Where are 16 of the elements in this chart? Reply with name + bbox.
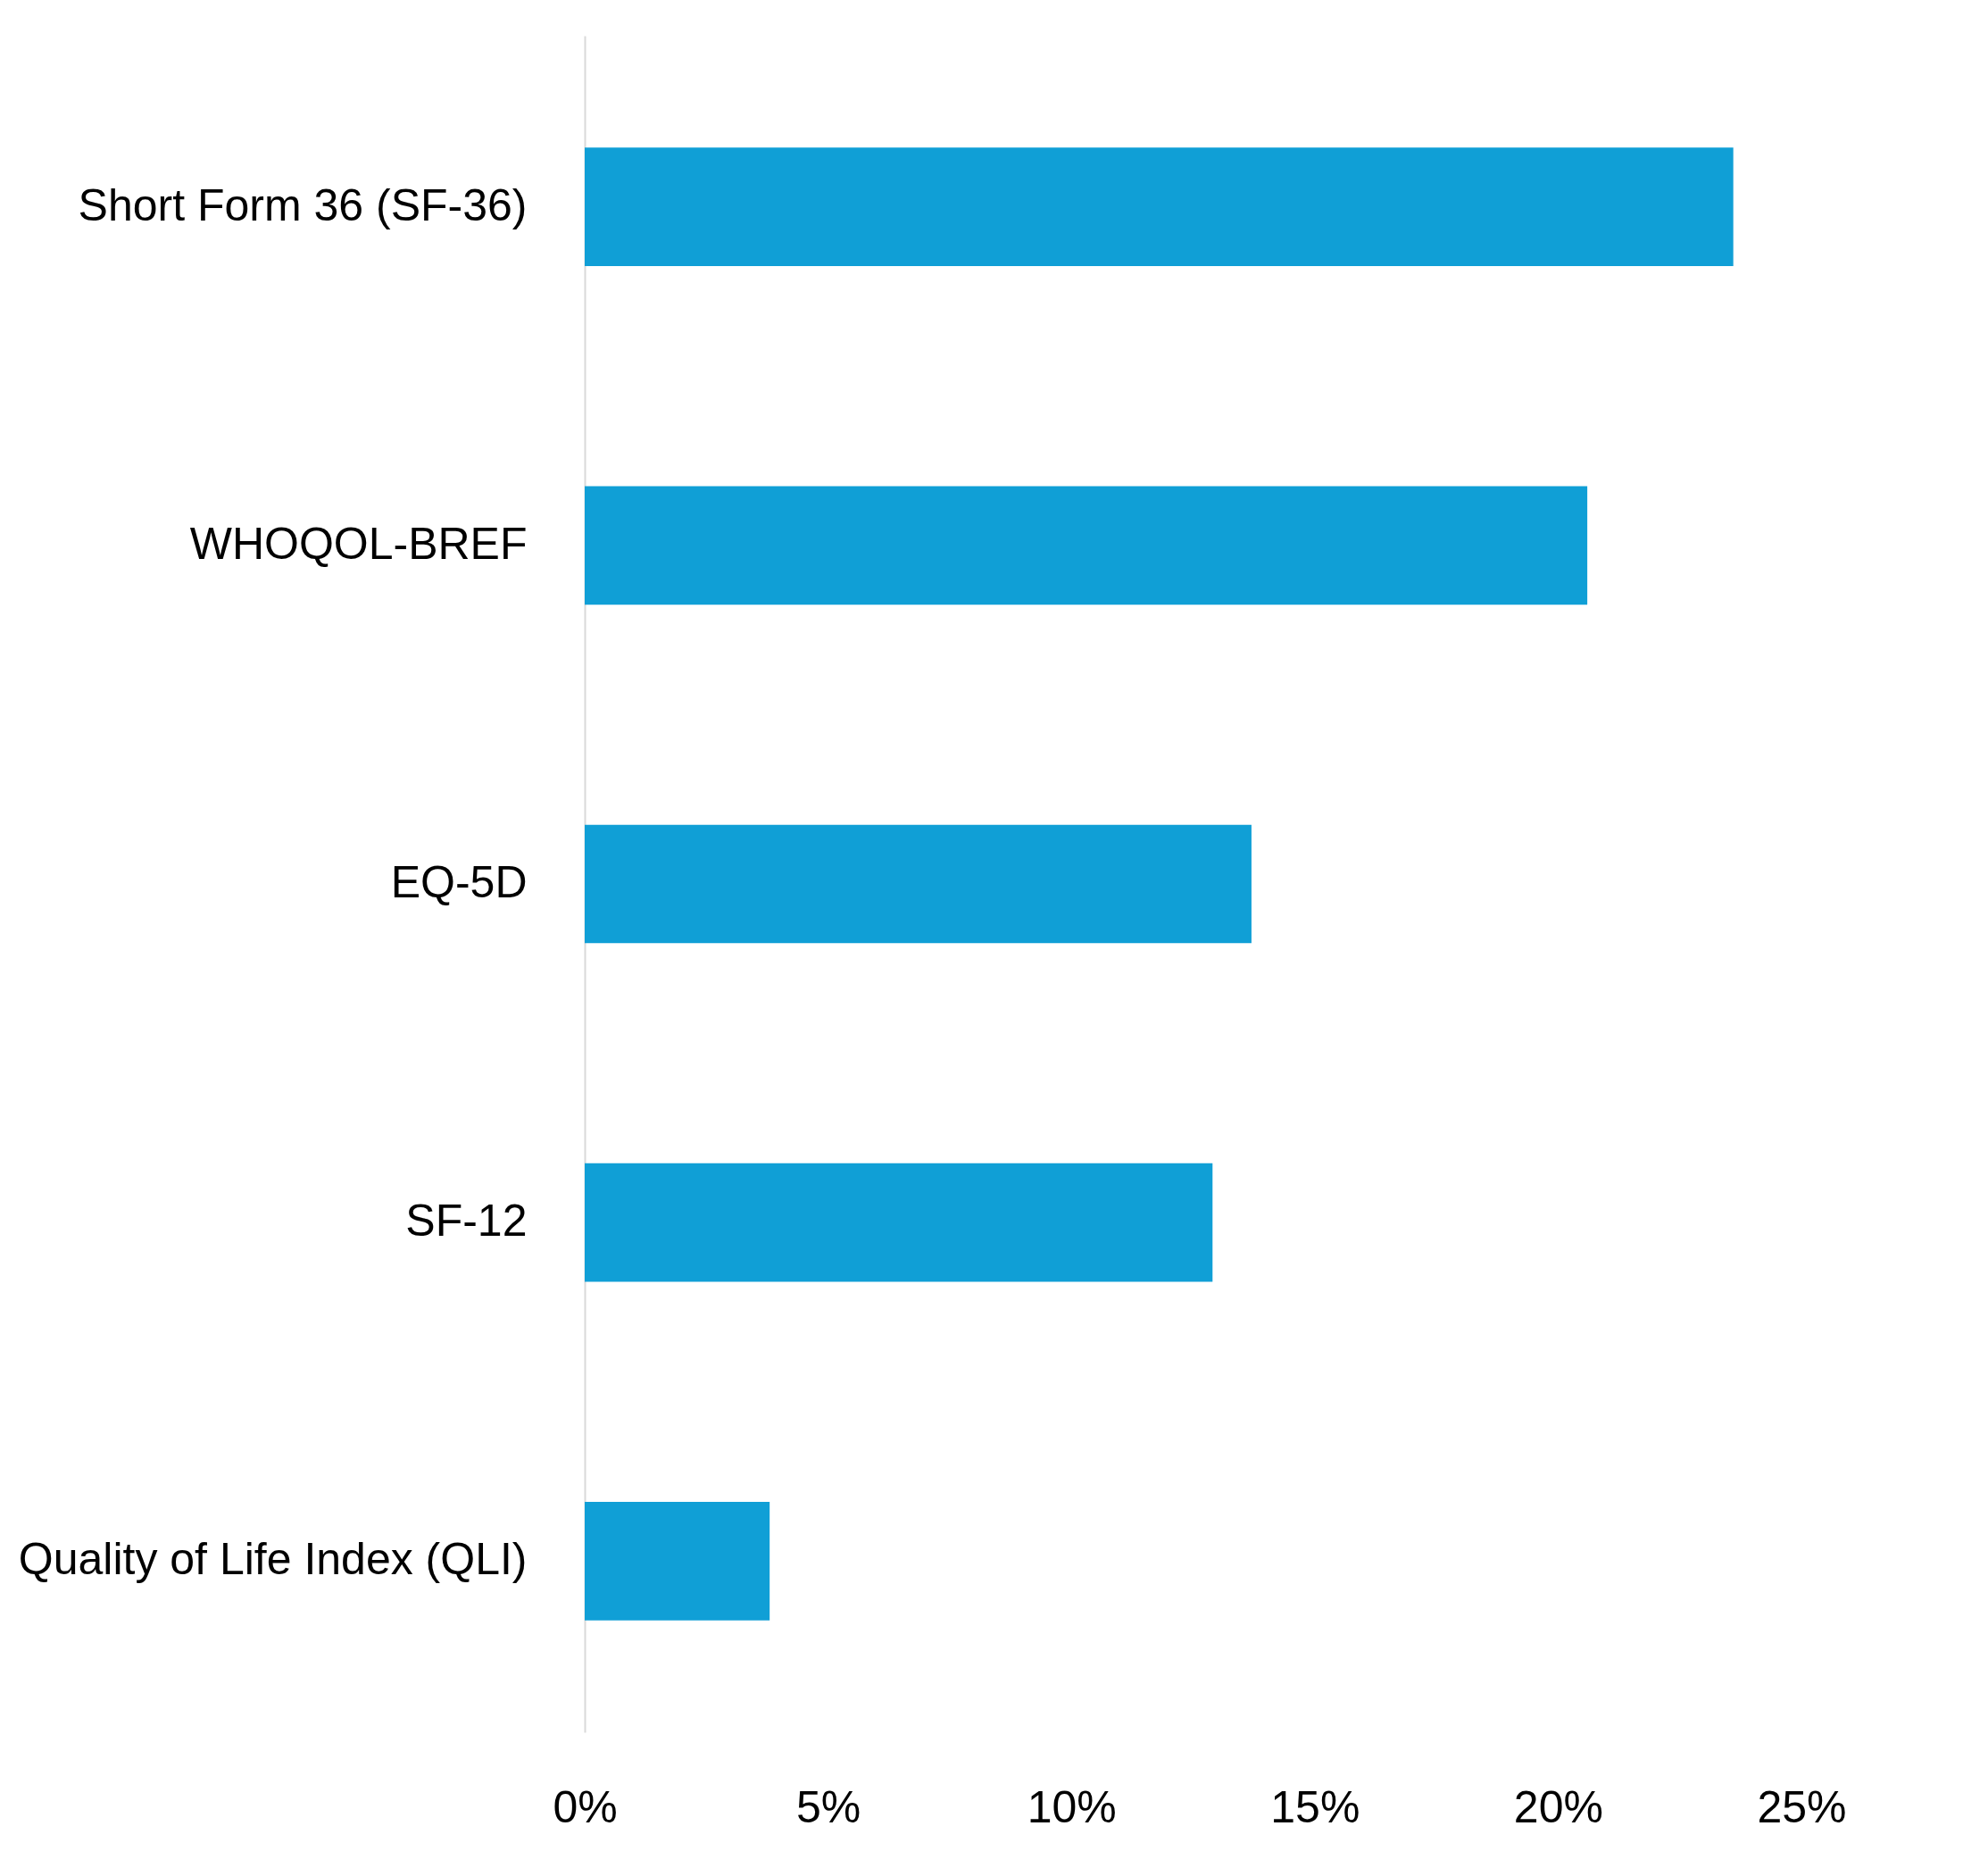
x-tick-label: 5% [795, 1781, 861, 1832]
y-tick-label: EQ-5D [390, 857, 528, 907]
y-tick-label: SF-12 [405, 1196, 528, 1247]
bar [585, 1502, 770, 1621]
bar [585, 824, 1252, 944]
bar [585, 1163, 1213, 1282]
bar [585, 486, 1588, 605]
x-tick-label: 0% [553, 1781, 618, 1832]
y-tick-label: Quality of Life Index (QLI) [18, 1534, 528, 1585]
x-tick-label: 15% [1270, 1781, 1360, 1832]
x-tick-label: 25% [1757, 1781, 1847, 1832]
y-tick-label: WHOQOL-BREF [189, 518, 528, 569]
bar [585, 147, 1734, 266]
y-tick-label: Short Form 36 (SF-36) [78, 179, 528, 230]
x-tick-label: 10% [1027, 1781, 1117, 1832]
x-tick-label: 20% [1513, 1781, 1603, 1832]
